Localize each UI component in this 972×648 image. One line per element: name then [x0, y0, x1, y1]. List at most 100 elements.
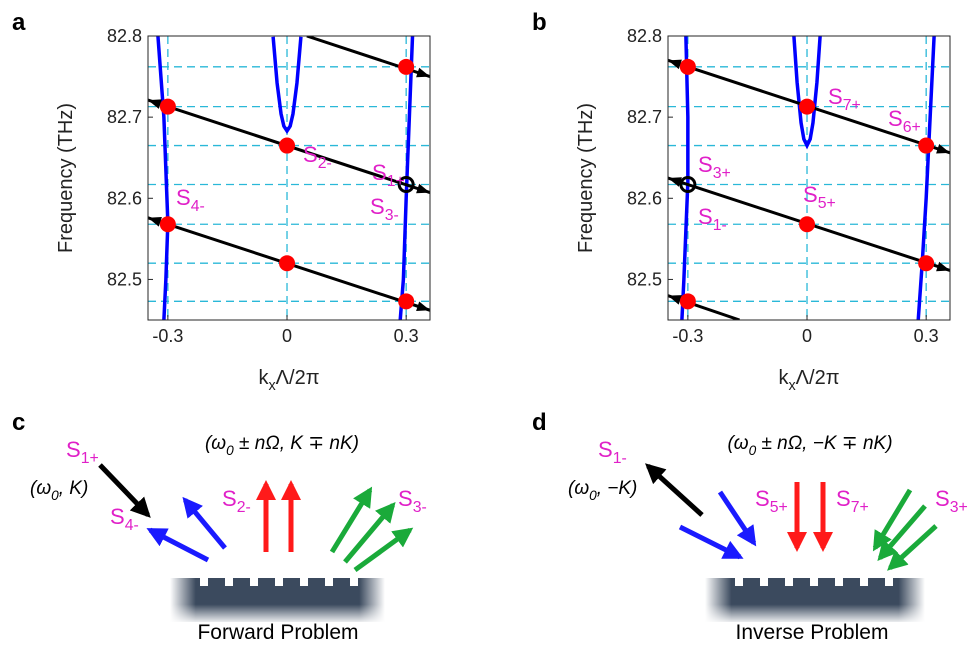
arrowhead	[936, 261, 950, 272]
coordinate-label-part: 0	[589, 488, 597, 503]
state-marker	[398, 293, 415, 310]
state-label-part: S	[888, 106, 903, 131]
panel-label: d	[532, 409, 547, 436]
state-label-part: 7+	[851, 499, 869, 516]
state-label-part: S	[755, 486, 770, 511]
state-label: S7+	[836, 486, 869, 516]
arrow-green	[872, 488, 913, 552]
coordinate-label: (ω0, −K)	[568, 478, 637, 503]
diagram-d	[645, 463, 938, 622]
coordinate-label-part: , K)	[59, 478, 89, 499]
arrow-outgoing	[645, 463, 704, 517]
state-label-part: S	[370, 194, 385, 219]
coordinate-label-part: (ω	[568, 478, 589, 499]
x-axis-label-part: Λ/2π	[796, 367, 840, 389]
state-label: S3-	[398, 486, 427, 516]
arrowhead	[148, 217, 162, 227]
state-label-part: S	[176, 185, 191, 210]
state-marker	[799, 98, 816, 115]
arrow-blue	[146, 527, 210, 563]
state-label: S2-	[222, 486, 251, 516]
state-label-part: 1+	[387, 173, 405, 190]
panel-label: b	[532, 9, 547, 36]
arrow-incident	[98, 463, 151, 518]
state-label: S7+	[828, 84, 861, 114]
state-label-part: S	[828, 84, 843, 109]
y-axis-label: Frequency (THz)	[575, 103, 597, 253]
chart-0: 82.5 82.6 82.7 82.8 -0.3 0 0.3 Frequency (THz) k…	[12, 9, 431, 394]
state-label: S1-	[698, 204, 727, 234]
state-label-part: 2-	[318, 155, 332, 172]
coordinate-label: (ω0 ± nΩ, −K ∓ nK)	[727, 433, 892, 458]
x-tick-label: 0	[282, 326, 292, 346]
state-label-part: S	[372, 160, 387, 185]
grating-notches	[200, 578, 358, 586]
coordinate-label-part: ± nΩ, K ∓ nK)	[234, 433, 359, 454]
state-label-part: 3-	[385, 207, 399, 224]
y-tick-label: 82.5	[107, 269, 142, 289]
state-label-part: 5+	[770, 499, 788, 516]
coordinate-label-part: , −K)	[597, 478, 638, 499]
arrowhead	[416, 301, 430, 311]
panel-label: c	[12, 409, 25, 436]
band-curve	[792, 36, 822, 150]
chart-1: 82.5 82.6 82.7 82.8 -0.3 0 0.3 Frequency (THz) k…	[532, 9, 951, 394]
state-marker	[799, 216, 816, 233]
arrow-green	[343, 501, 396, 564]
x-axis-label: kxΛ/2π	[258, 367, 319, 394]
state-marker	[918, 137, 935, 154]
state-label: S3+	[935, 486, 968, 516]
y-axis-label: Frequency (THz)	[55, 103, 77, 253]
x-axis-label-part: x	[268, 378, 276, 394]
arrow-green	[877, 504, 927, 562]
arrow-green	[353, 527, 414, 573]
state-label-part: 1+	[81, 450, 99, 467]
state-marker	[679, 293, 696, 310]
state-marker	[679, 58, 696, 75]
arrowhead	[668, 295, 682, 305]
panel-label: a	[12, 9, 26, 36]
band-curve	[156, 36, 170, 320]
state-label-part: S	[598, 437, 613, 462]
x-axis-label-part: k	[778, 367, 789, 389]
state-label-part: 7+	[843, 97, 861, 114]
state-marker	[918, 255, 935, 272]
state-label-part: S	[66, 437, 81, 462]
arrow-blue	[678, 524, 744, 560]
arrow-blue	[717, 490, 757, 547]
axes-box	[147, 35, 431, 321]
state-label-part: 1-	[613, 450, 627, 467]
arrow-green	[329, 486, 373, 554]
x-tick-label: 0	[802, 326, 812, 346]
arrowhead	[668, 177, 682, 187]
coordinate-label-part: ± nΩ, −K ∓ nK)	[756, 433, 892, 454]
state-label-part: S	[698, 152, 713, 177]
x-axis-label-part: x	[788, 378, 796, 394]
band-curve	[398, 36, 415, 320]
arrowhead	[416, 183, 430, 194]
coordinate-label: (ω0, K)	[30, 478, 88, 503]
x-tick-label: -0.3	[672, 326, 703, 346]
band-curve	[680, 36, 690, 320]
coordinate-label-part: 0	[226, 443, 234, 458]
state-label: S5+	[803, 182, 836, 212]
state-label-part: S	[836, 486, 851, 511]
x-axis-label: kxΛ/2π	[778, 367, 839, 394]
state-label-part: S	[110, 504, 125, 529]
state-label: S6+	[888, 106, 921, 136]
coordinate-label-part: (ω	[30, 478, 51, 499]
coordinate-label-part: 0	[749, 443, 757, 458]
arrow-green	[887, 524, 938, 571]
state-marker	[279, 137, 296, 154]
x-axis-label-part: k	[258, 367, 269, 389]
state-label-part: S	[398, 486, 413, 511]
x-tick-label: 0.3	[914, 326, 939, 346]
x-axis-label-part: Λ/2π	[276, 367, 320, 389]
coordinate-label-part: 0	[51, 488, 59, 503]
arrowhead	[936, 144, 950, 154]
band-curve	[916, 36, 936, 320]
coordinate-label-part: (ω	[205, 433, 226, 454]
state-label: S1-	[598, 437, 627, 467]
state-label-part: S	[222, 486, 237, 511]
y-tick-label: 82.7	[107, 107, 142, 127]
